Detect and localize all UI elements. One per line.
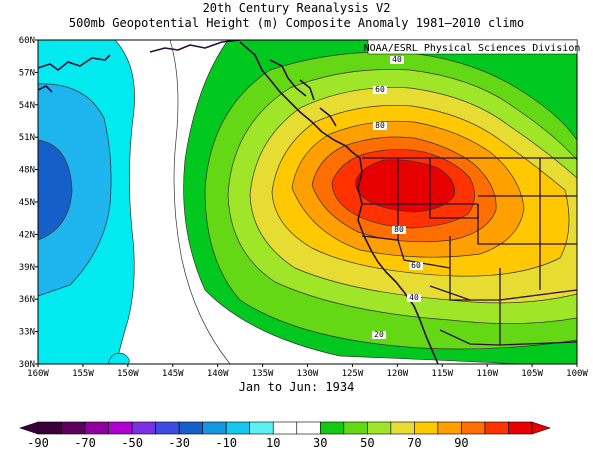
state-borders (361, 157, 577, 346)
map-field (38, 40, 577, 364)
lon-label: 155W (72, 369, 94, 379)
lon-label: 135W (252, 369, 274, 379)
credit-box (367, 39, 578, 55)
lon-label: 105W (521, 369, 543, 379)
lat-label: 33N (19, 328, 35, 338)
contour-label: 80 (375, 121, 385, 130)
lat-label: 39N (19, 263, 35, 273)
lon-label: 115W (431, 369, 453, 379)
lat-label: 48N (19, 166, 35, 176)
contour-label: 60 (375, 85, 385, 94)
lat-label: 30N (19, 360, 35, 370)
lon-label: 140W (207, 369, 229, 379)
lon-label: 100W (566, 369, 588, 379)
neg-anomaly-blue-light (38, 83, 112, 297)
contour-label-bg (392, 226, 406, 234)
small-cyan-blob (107, 352, 130, 364)
contour-label-bg (390, 56, 404, 64)
contour-label-bg (409, 262, 423, 270)
map-subtitle: 500mb Geopotential Height (m) Composite … (68, 16, 525, 30)
contour-label: 40 (392, 55, 402, 64)
contour-label-bg (407, 294, 421, 302)
contour-label-bg (372, 331, 386, 339)
lat-label: 51N (19, 133, 35, 143)
period-label: Jan to Jun: 1934 (238, 380, 355, 394)
lat-label: 42N (19, 230, 35, 240)
lat-label: 45N (19, 198, 35, 208)
contour-label-bg (373, 122, 387, 130)
lon-label: 145W (162, 369, 184, 379)
contour-line-zero (169, 40, 231, 364)
lat-label: 36N (19, 295, 35, 305)
lat-label: 57N (19, 68, 35, 78)
map-title: 20th Century Reanalysis V2 (202, 1, 391, 15)
lon-label: 110W (476, 369, 498, 379)
lon-label: 120W (386, 369, 408, 379)
contour-label: 20 (374, 330, 384, 339)
lon-label: 150W (117, 369, 139, 379)
lon-label: 160W (27, 369, 49, 379)
contour-label-bg (373, 86, 387, 94)
contour-label: 80 (394, 225, 404, 234)
lon-label: 130W (297, 369, 319, 379)
neg-anomaly-blue-dark (38, 139, 73, 241)
lat-label: 60N (19, 36, 35, 46)
contour-label: 60 (411, 261, 421, 270)
lat-label: 54N (19, 101, 35, 111)
contour-label: 40 (409, 293, 419, 302)
credit-text: NOAA/ESRL Physical Sciences Division (364, 43, 581, 54)
lon-label: 125W (342, 369, 364, 379)
